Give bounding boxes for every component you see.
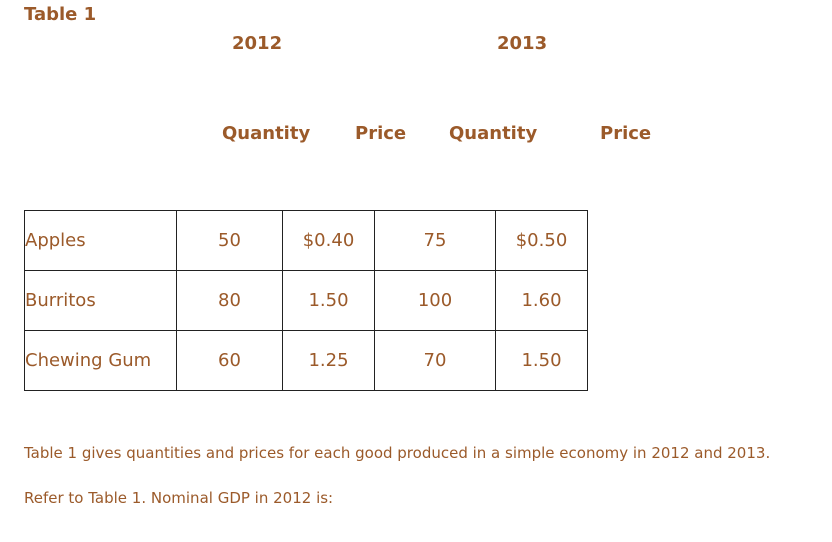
price-2013: 1.60 (495, 270, 588, 331)
year-header-2013: 2013 (497, 33, 548, 54)
quantity-2013: 70 (374, 330, 496, 391)
price-2012: $0.40 (282, 210, 375, 271)
price-2012: 1.25 (282, 330, 375, 391)
subheader-price-2012: Price (355, 123, 407, 144)
quantity-2013: 100 (374, 270, 496, 331)
good-name: Chewing Gum (24, 330, 177, 391)
price-2013: 1.50 (495, 330, 588, 391)
good-name: Apples (24, 210, 177, 271)
subheader-quantity-2013: Quantity (449, 123, 538, 144)
price-2012: 1.50 (282, 270, 375, 331)
quantity-2012: 50 (176, 210, 283, 271)
question-text: Refer to Table 1. Nominal GDP in 2012 is… (24, 489, 334, 507)
good-name: Burritos (24, 270, 177, 331)
year-header-2012: 2012 (232, 33, 283, 54)
table-row: Burritos 80 1.50 100 1.60 (24, 270, 588, 331)
table-row: Apples 50 $0.40 75 $0.50 (24, 210, 588, 271)
price-2013: $0.50 (495, 210, 588, 271)
data-table: Apples 50 $0.40 75 $0.50 Burritos 80 1.5… (24, 210, 588, 391)
table-description: Table 1 gives quantities and prices for … (24, 444, 771, 462)
table-title: Table 1 (24, 4, 97, 25)
quantity-2012: 60 (176, 330, 283, 391)
quantity-2012: 80 (176, 270, 283, 331)
subheader-quantity-2012: Quantity (222, 123, 311, 144)
quantity-2013: 75 (374, 210, 496, 271)
table-row: Chewing Gum 60 1.25 70 1.50 (24, 330, 588, 391)
subheader-price-2013: Price (600, 123, 652, 144)
